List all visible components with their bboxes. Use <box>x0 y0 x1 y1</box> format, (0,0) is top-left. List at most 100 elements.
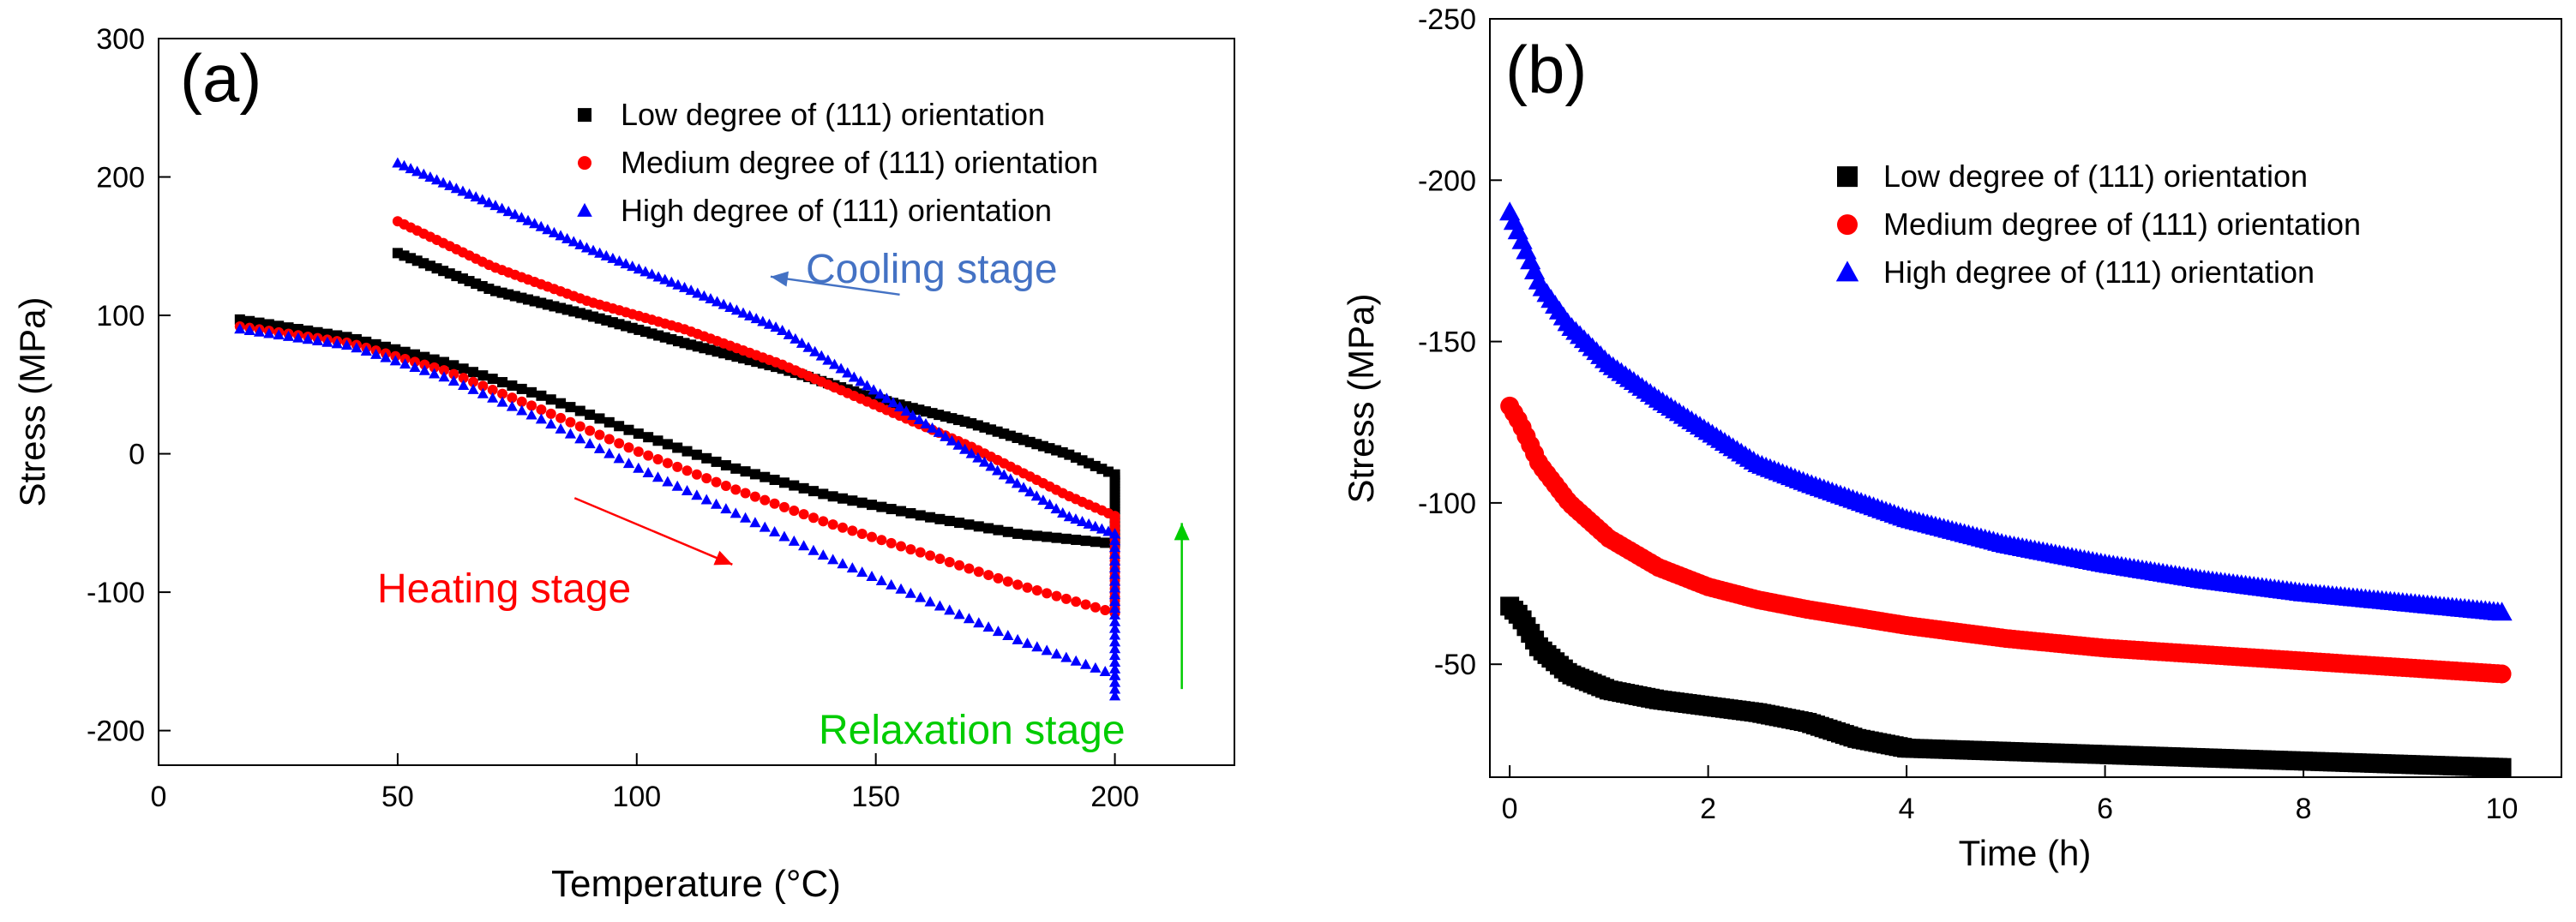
panel-a-cooling-point <box>392 216 403 227</box>
panel-b-data <box>1499 201 2513 777</box>
panel-a-cooling-point <box>620 258 632 269</box>
panel-a-cooling-point <box>633 263 645 274</box>
panel-a-cooling-point <box>607 252 619 263</box>
panel-a-heating-point <box>477 370 489 381</box>
panel-b-plot-frame <box>1489 18 2562 778</box>
panel-a-heating-point <box>1079 658 1092 669</box>
panel-a-heating-point <box>856 529 868 540</box>
panel-a-heating-point <box>516 396 527 407</box>
panel-b-y-tick-label: -250 <box>1418 3 1476 36</box>
panel-a-heating-point <box>749 469 760 480</box>
panel-a-cooling-point <box>1037 494 1049 506</box>
panel-a-x-axis-title-main: Temperature ( <box>551 863 786 905</box>
panel-b-axes: 0 2 4 6 8 10 -250 -200 -150 -100 -50 <box>1418 3 2519 825</box>
panel-a-cooling-point <box>529 218 541 229</box>
panel-a-cooling-point <box>874 394 886 405</box>
panel-a-heating-point <box>827 519 838 530</box>
panel-a-heating-point <box>487 392 499 403</box>
panel-a-relaxation-point <box>1108 568 1121 579</box>
panel-b-x-tick-label: 2 <box>1700 793 1716 825</box>
panel-a-heating-point <box>1050 648 1063 659</box>
panel-a-heating-point <box>643 450 654 461</box>
panel-a-heating-point <box>614 421 625 432</box>
panel-a-heating-point <box>905 544 916 555</box>
panel-a-relaxation-point <box>1108 554 1121 566</box>
panel-a-heating-point <box>953 608 965 620</box>
panel-a-heating-point <box>555 398 567 409</box>
panel-a-cooling-point <box>855 375 867 386</box>
panel-a-relaxation-point <box>1108 636 1121 647</box>
panel-a-heating-point <box>507 380 518 391</box>
panel-b-x-tick-label: 10 <box>2486 793 2519 825</box>
panel-a-heating-point <box>1022 582 1033 593</box>
panel-a-heating-point <box>487 374 498 385</box>
panel-a-heating-point <box>536 390 547 401</box>
panel-a-cooling-point <box>542 224 554 235</box>
panel-a-heating-point <box>701 452 712 464</box>
panel-a-heating-point <box>925 550 936 561</box>
panel-a-heating-point <box>934 554 946 565</box>
panel-a-cooling-point <box>940 430 952 441</box>
panel-a-cooling-point <box>796 337 808 348</box>
panel-a-cooling-point <box>444 179 456 190</box>
panel-a-heating-point <box>973 617 985 628</box>
panel-a-cooling-point <box>913 414 925 425</box>
panel-a-heating-point <box>438 365 449 376</box>
panel-a-heating-point <box>769 526 781 537</box>
panel-a-heating-point <box>1051 532 1062 543</box>
panel-a-cooling-point <box>698 290 710 301</box>
panel-b-y-tick-label: -150 <box>1418 326 1476 359</box>
panel-a-heating-point <box>896 506 907 517</box>
panel-b-x-axis-title: Time (h) <box>1959 833 2092 873</box>
panel-a-heating-point <box>1100 537 1111 548</box>
panel-a-heating-point <box>516 383 527 394</box>
panel-a-heating-point <box>1071 534 1082 545</box>
panel-b-y-tick-label: -50 <box>1434 649 1476 681</box>
panel-a-cooling-point <box>600 249 612 260</box>
panel-a-heating-point <box>983 523 994 534</box>
panel-a-heating-point <box>525 409 537 420</box>
panel-a-cooling-point <box>926 422 939 433</box>
panel-a-heating-point <box>633 462 645 473</box>
panel-b-x-tick-label: 6 <box>2097 793 2113 825</box>
panel-b-x-tick-label: 8 <box>2296 793 2312 825</box>
panel-a-x-tick-label: 150 <box>851 781 900 813</box>
panel-a-heating-point <box>429 362 440 373</box>
panel-a-heating-point <box>468 367 479 378</box>
panel-a-heating-point <box>340 339 353 350</box>
panel-a-heating-point <box>497 377 508 388</box>
panel-a-heating-point <box>759 521 771 532</box>
panel-a-heating-point <box>760 471 771 482</box>
panel-a-series-low <box>234 248 1120 549</box>
panel-a-cooling-point <box>985 460 997 471</box>
panel-a-cooling-point <box>594 247 606 258</box>
panel-a-heating-point <box>964 519 975 530</box>
panel-b-legend-marker <box>1835 260 1859 282</box>
panel-a-heating-point <box>1090 536 1101 548</box>
panel-a-cooling-point <box>574 238 586 249</box>
panel-a-relaxation-point <box>1108 622 1121 633</box>
panel-a-cooling-label: Cooling stage <box>806 247 1058 292</box>
panel-a-heating-point <box>1021 638 1034 649</box>
panel-b-data-point <box>2492 664 2512 684</box>
panel-a-heating-point <box>944 604 956 615</box>
panel-a-heating-point <box>886 578 898 590</box>
panel-a-heating-point <box>564 428 577 439</box>
panel-a-relaxation-point <box>1108 575 1121 586</box>
panel-a-heating-point <box>526 400 537 411</box>
panel-a-cooling-point <box>893 401 906 412</box>
panel-a-heating-point <box>740 488 751 499</box>
panel-a-cooling-point <box>502 206 514 217</box>
panel-a-cooling-point <box>920 417 932 428</box>
panel-a-heating-point <box>798 482 809 494</box>
panel-a-cooling-point <box>580 242 593 253</box>
panel-a-cooling-point <box>405 163 417 174</box>
panel-a-heating-point <box>419 359 430 370</box>
panel-a-legend-label: Medium degree of (111) orientation <box>621 145 1098 180</box>
panel-a-heating-point <box>760 494 771 506</box>
panel-a-heating-point <box>672 461 683 472</box>
panel-a-y-tick-label: 0 <box>129 439 145 471</box>
panel-a-heating-point <box>399 346 411 357</box>
panel-a-heating-point <box>827 554 839 565</box>
panel-a-heating-point <box>614 438 625 449</box>
